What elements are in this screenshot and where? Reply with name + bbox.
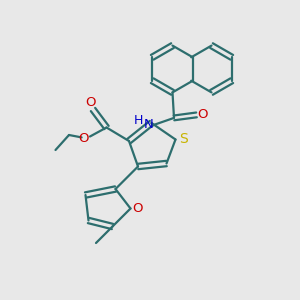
Text: O: O: [197, 108, 208, 122]
Text: O: O: [86, 96, 96, 110]
Text: S: S: [178, 132, 188, 146]
Text: H: H: [133, 113, 143, 127]
Text: O: O: [78, 131, 89, 145]
Text: O: O: [132, 202, 143, 215]
Text: N: N: [144, 118, 154, 131]
